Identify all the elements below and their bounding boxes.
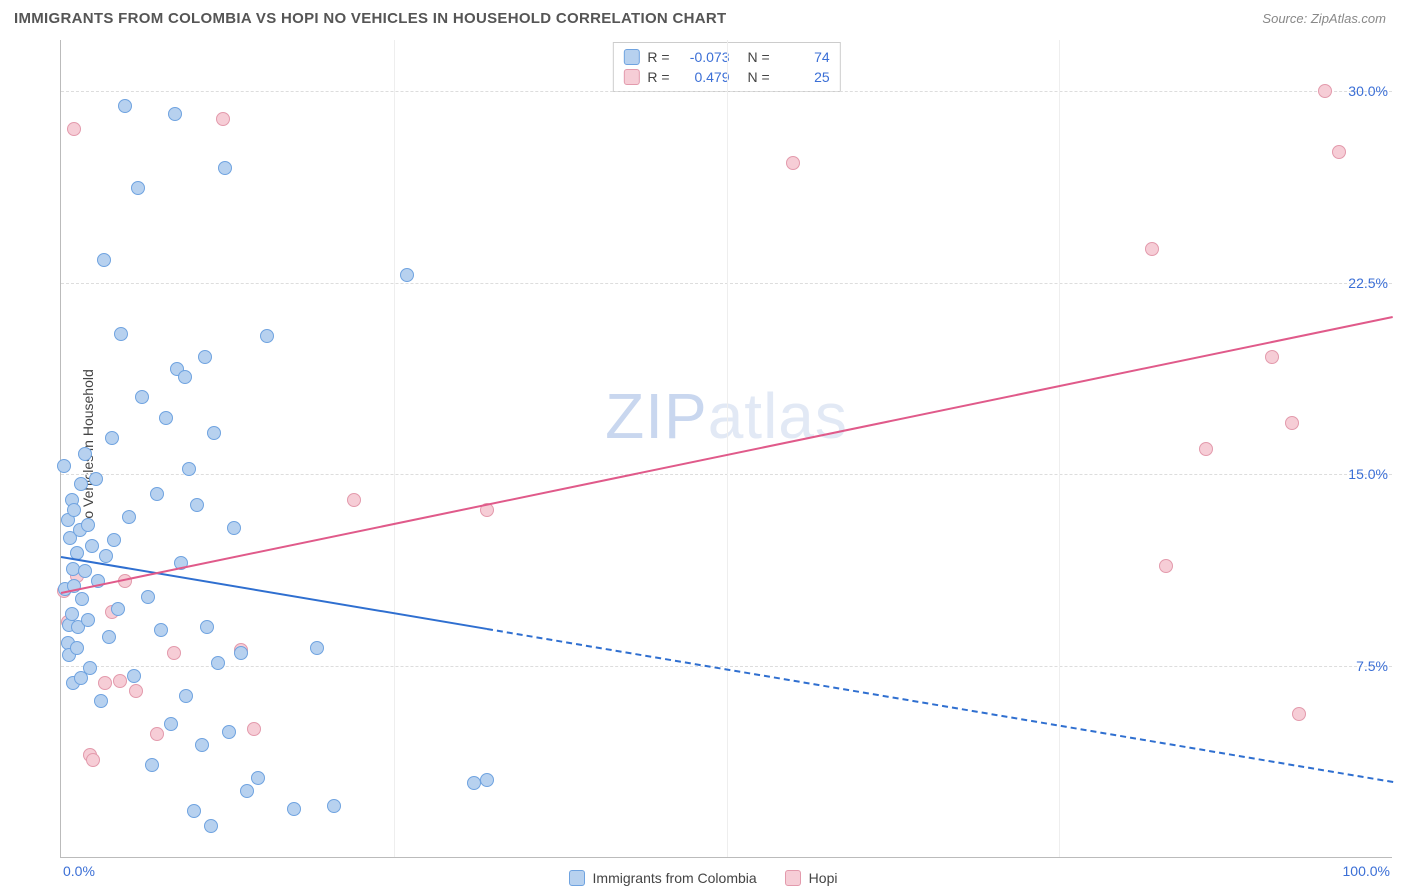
swatch-series-a bbox=[623, 49, 639, 65]
data-point-a bbox=[179, 689, 193, 703]
legend-item-b: Hopi bbox=[785, 870, 838, 886]
data-point-a bbox=[114, 327, 128, 341]
data-point-a bbox=[111, 602, 125, 616]
data-point-b bbox=[786, 156, 800, 170]
y-tick: 22.5% bbox=[1348, 275, 1388, 291]
data-point-a bbox=[118, 99, 132, 113]
swatch-series-b bbox=[623, 69, 639, 85]
data-point-a bbox=[107, 533, 121, 547]
data-point-a bbox=[211, 656, 225, 670]
data-point-a bbox=[70, 641, 84, 655]
data-point-a bbox=[400, 268, 414, 282]
data-point-a bbox=[310, 641, 324, 655]
legend-label-a: Immigrants from Colombia bbox=[593, 870, 757, 886]
data-point-a bbox=[168, 107, 182, 121]
data-point-b bbox=[1285, 416, 1299, 430]
legend-item-a: Immigrants from Colombia bbox=[569, 870, 757, 886]
data-point-a bbox=[467, 776, 481, 790]
data-point-a bbox=[200, 620, 214, 634]
data-point-b bbox=[347, 493, 361, 507]
data-point-b bbox=[1265, 350, 1279, 364]
data-point-a bbox=[94, 694, 108, 708]
data-point-a bbox=[97, 253, 111, 267]
data-point-a bbox=[195, 738, 209, 752]
source-attribution: Source: ZipAtlas.com bbox=[1262, 11, 1386, 26]
data-point-b bbox=[1145, 242, 1159, 256]
data-point-a bbox=[218, 161, 232, 175]
legend-label-b: Hopi bbox=[809, 870, 838, 886]
chart-area: No Vehicles in Household ZIPatlas R = -0… bbox=[14, 40, 1392, 858]
data-point-a bbox=[74, 477, 88, 491]
data-point-a bbox=[327, 799, 341, 813]
data-point-b bbox=[129, 684, 143, 698]
chart-title: IMMIGRANTS FROM COLOMBIA VS HOPI NO VEHI… bbox=[14, 10, 727, 27]
gridline-v bbox=[394, 40, 395, 857]
data-point-a bbox=[102, 630, 116, 644]
data-point-a bbox=[182, 462, 196, 476]
data-point-b bbox=[67, 122, 81, 136]
gridline-v bbox=[727, 40, 728, 857]
data-point-a bbox=[159, 411, 173, 425]
data-point-b bbox=[86, 753, 100, 767]
data-point-a bbox=[480, 773, 494, 787]
gridline-v bbox=[1059, 40, 1060, 857]
data-point-a bbox=[67, 503, 81, 517]
data-point-a bbox=[141, 590, 155, 604]
data-point-a bbox=[227, 521, 241, 535]
y-tick: 7.5% bbox=[1356, 658, 1388, 674]
data-point-b bbox=[1318, 84, 1332, 98]
data-point-a bbox=[164, 717, 178, 731]
data-point-a bbox=[287, 802, 301, 816]
data-point-b bbox=[1159, 559, 1173, 573]
data-point-b bbox=[247, 722, 261, 736]
data-point-a bbox=[251, 771, 265, 785]
data-point-a bbox=[240, 784, 254, 798]
data-point-a bbox=[78, 447, 92, 461]
data-point-b bbox=[167, 646, 181, 660]
swatch-series-a-icon bbox=[569, 870, 585, 886]
data-point-a bbox=[150, 487, 164, 501]
data-point-a bbox=[260, 329, 274, 343]
data-point-a bbox=[83, 661, 97, 675]
data-point-a bbox=[127, 669, 141, 683]
data-point-a bbox=[81, 518, 95, 532]
series-legend: Immigrants from Colombia Hopi bbox=[0, 870, 1406, 886]
data-point-a bbox=[187, 804, 201, 818]
data-point-a bbox=[99, 549, 113, 563]
data-point-b bbox=[1332, 145, 1346, 159]
data-point-a bbox=[89, 472, 103, 486]
trend-line-a bbox=[61, 556, 488, 630]
data-point-a bbox=[81, 613, 95, 627]
data-point-a bbox=[85, 539, 99, 553]
swatch-series-b-icon bbox=[785, 870, 801, 886]
data-point-a bbox=[78, 564, 92, 578]
data-point-a bbox=[198, 350, 212, 364]
data-point-a bbox=[131, 181, 145, 195]
data-point-b bbox=[113, 674, 127, 688]
trend-line-a-extrapolated bbox=[487, 628, 1393, 783]
data-point-b bbox=[216, 112, 230, 126]
y-tick: 30.0% bbox=[1348, 83, 1388, 99]
data-point-a bbox=[145, 758, 159, 772]
data-point-a bbox=[122, 510, 136, 524]
data-point-b bbox=[1292, 707, 1306, 721]
y-tick: 15.0% bbox=[1348, 466, 1388, 482]
data-point-a bbox=[178, 370, 192, 384]
data-point-a bbox=[190, 498, 204, 512]
data-point-b bbox=[98, 676, 112, 690]
data-point-a bbox=[105, 431, 119, 445]
data-point-a bbox=[154, 623, 168, 637]
data-point-a bbox=[57, 459, 71, 473]
data-point-b bbox=[150, 727, 164, 741]
data-point-a bbox=[207, 426, 221, 440]
data-point-a bbox=[75, 592, 89, 606]
data-point-a bbox=[234, 646, 248, 660]
plot-surface: ZIPatlas R = -0.073 N = 74 R = 0.479 N =… bbox=[60, 40, 1392, 858]
data-point-a bbox=[204, 819, 218, 833]
data-point-a bbox=[222, 725, 236, 739]
data-point-b bbox=[1199, 442, 1213, 456]
data-point-a bbox=[135, 390, 149, 404]
